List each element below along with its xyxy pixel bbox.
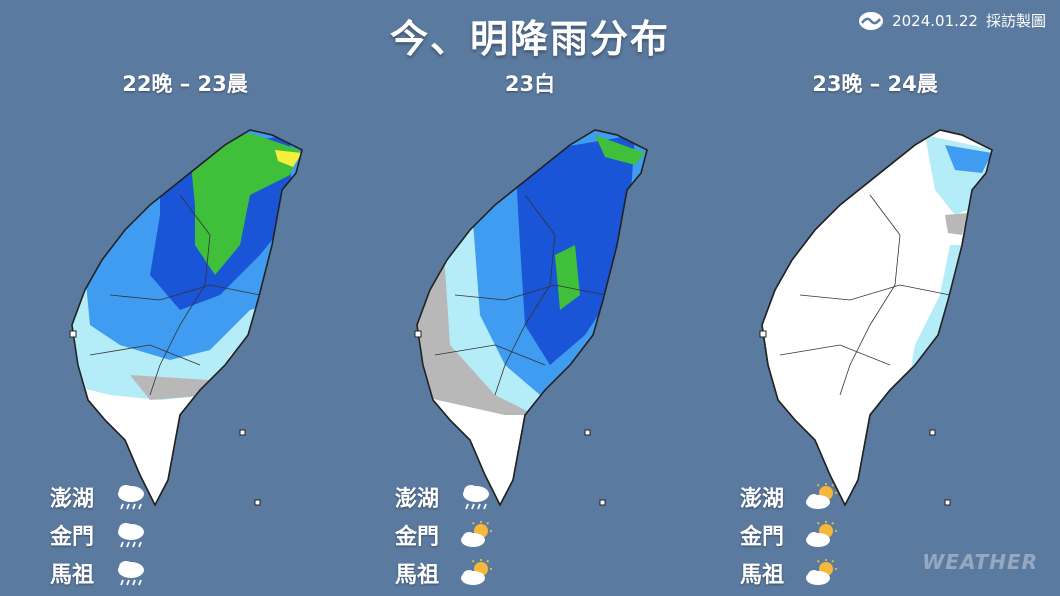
outlying-islands: 澎湖 金門 馬祖 [50,478,148,592]
rain-cloud-icon [118,485,144,510]
island-row: 馬祖 [50,554,148,592]
taiwan-rain-map [759,129,993,507]
credit-date: 2024.01.22 [892,11,978,30]
island-name: 金門 [740,525,785,550]
taiwan-rain-map [69,129,303,507]
island-name: 馬祖 [740,563,785,588]
island-row: 澎湖 [740,478,838,516]
map-panel-2: 23白 澎湖 金門 馬祖 [355,0,705,596]
island-name: 馬祖 [50,563,95,588]
sun-cloud-icon [806,559,837,585]
island-name: 澎湖 [395,487,440,512]
credit: 2024.01.22 採訪製圖 [858,10,1046,31]
island-row: 澎湖 [50,478,148,516]
map-panel-1: 22晚 – 23晨 澎湖 金門 馬祖 [10,0,360,596]
sun-cloud-icon [806,483,837,509]
island-name: 金門 [395,525,440,550]
sun-cloud-icon [461,521,492,547]
island-name: 金門 [50,525,95,550]
map-panel-3: 23晚 – 24晨 澎湖 金門 馬祖 [700,0,1050,596]
island-name: 澎湖 [740,487,785,512]
island-row: 馬祖 [395,554,493,592]
island-row: 馬祖 [740,554,838,592]
island-name: 馬祖 [395,563,440,588]
weather-logo-icon [859,11,884,30]
island-row: 金門 [740,516,838,554]
outlying-islands: 澎湖 金門 馬祖 [740,478,838,592]
taiwan-rain-map [414,129,648,507]
island-row: 金門 [395,516,493,554]
island-row: 金門 [50,516,148,554]
island-row: 澎湖 [395,478,493,516]
credit-text: 採訪製圖 [985,12,1046,30]
rain-cloud-icon [463,485,489,510]
island-name: 澎湖 [50,487,95,512]
sun-cloud-icon [806,521,837,547]
watermark: WEATHER [922,550,1038,574]
outlying-islands: 澎湖 金門 馬祖 [395,478,493,592]
panel-title: 23白 [504,72,556,96]
rain-cloud-icon [118,561,144,586]
rain-cloud-icon [118,523,144,548]
page-title: 今、明降雨分布 [389,17,670,61]
panel-title: 22晚 – 23晨 [122,72,248,96]
panel-title: 23晚 – 24晨 [812,72,938,96]
sun-cloud-icon [461,559,492,585]
